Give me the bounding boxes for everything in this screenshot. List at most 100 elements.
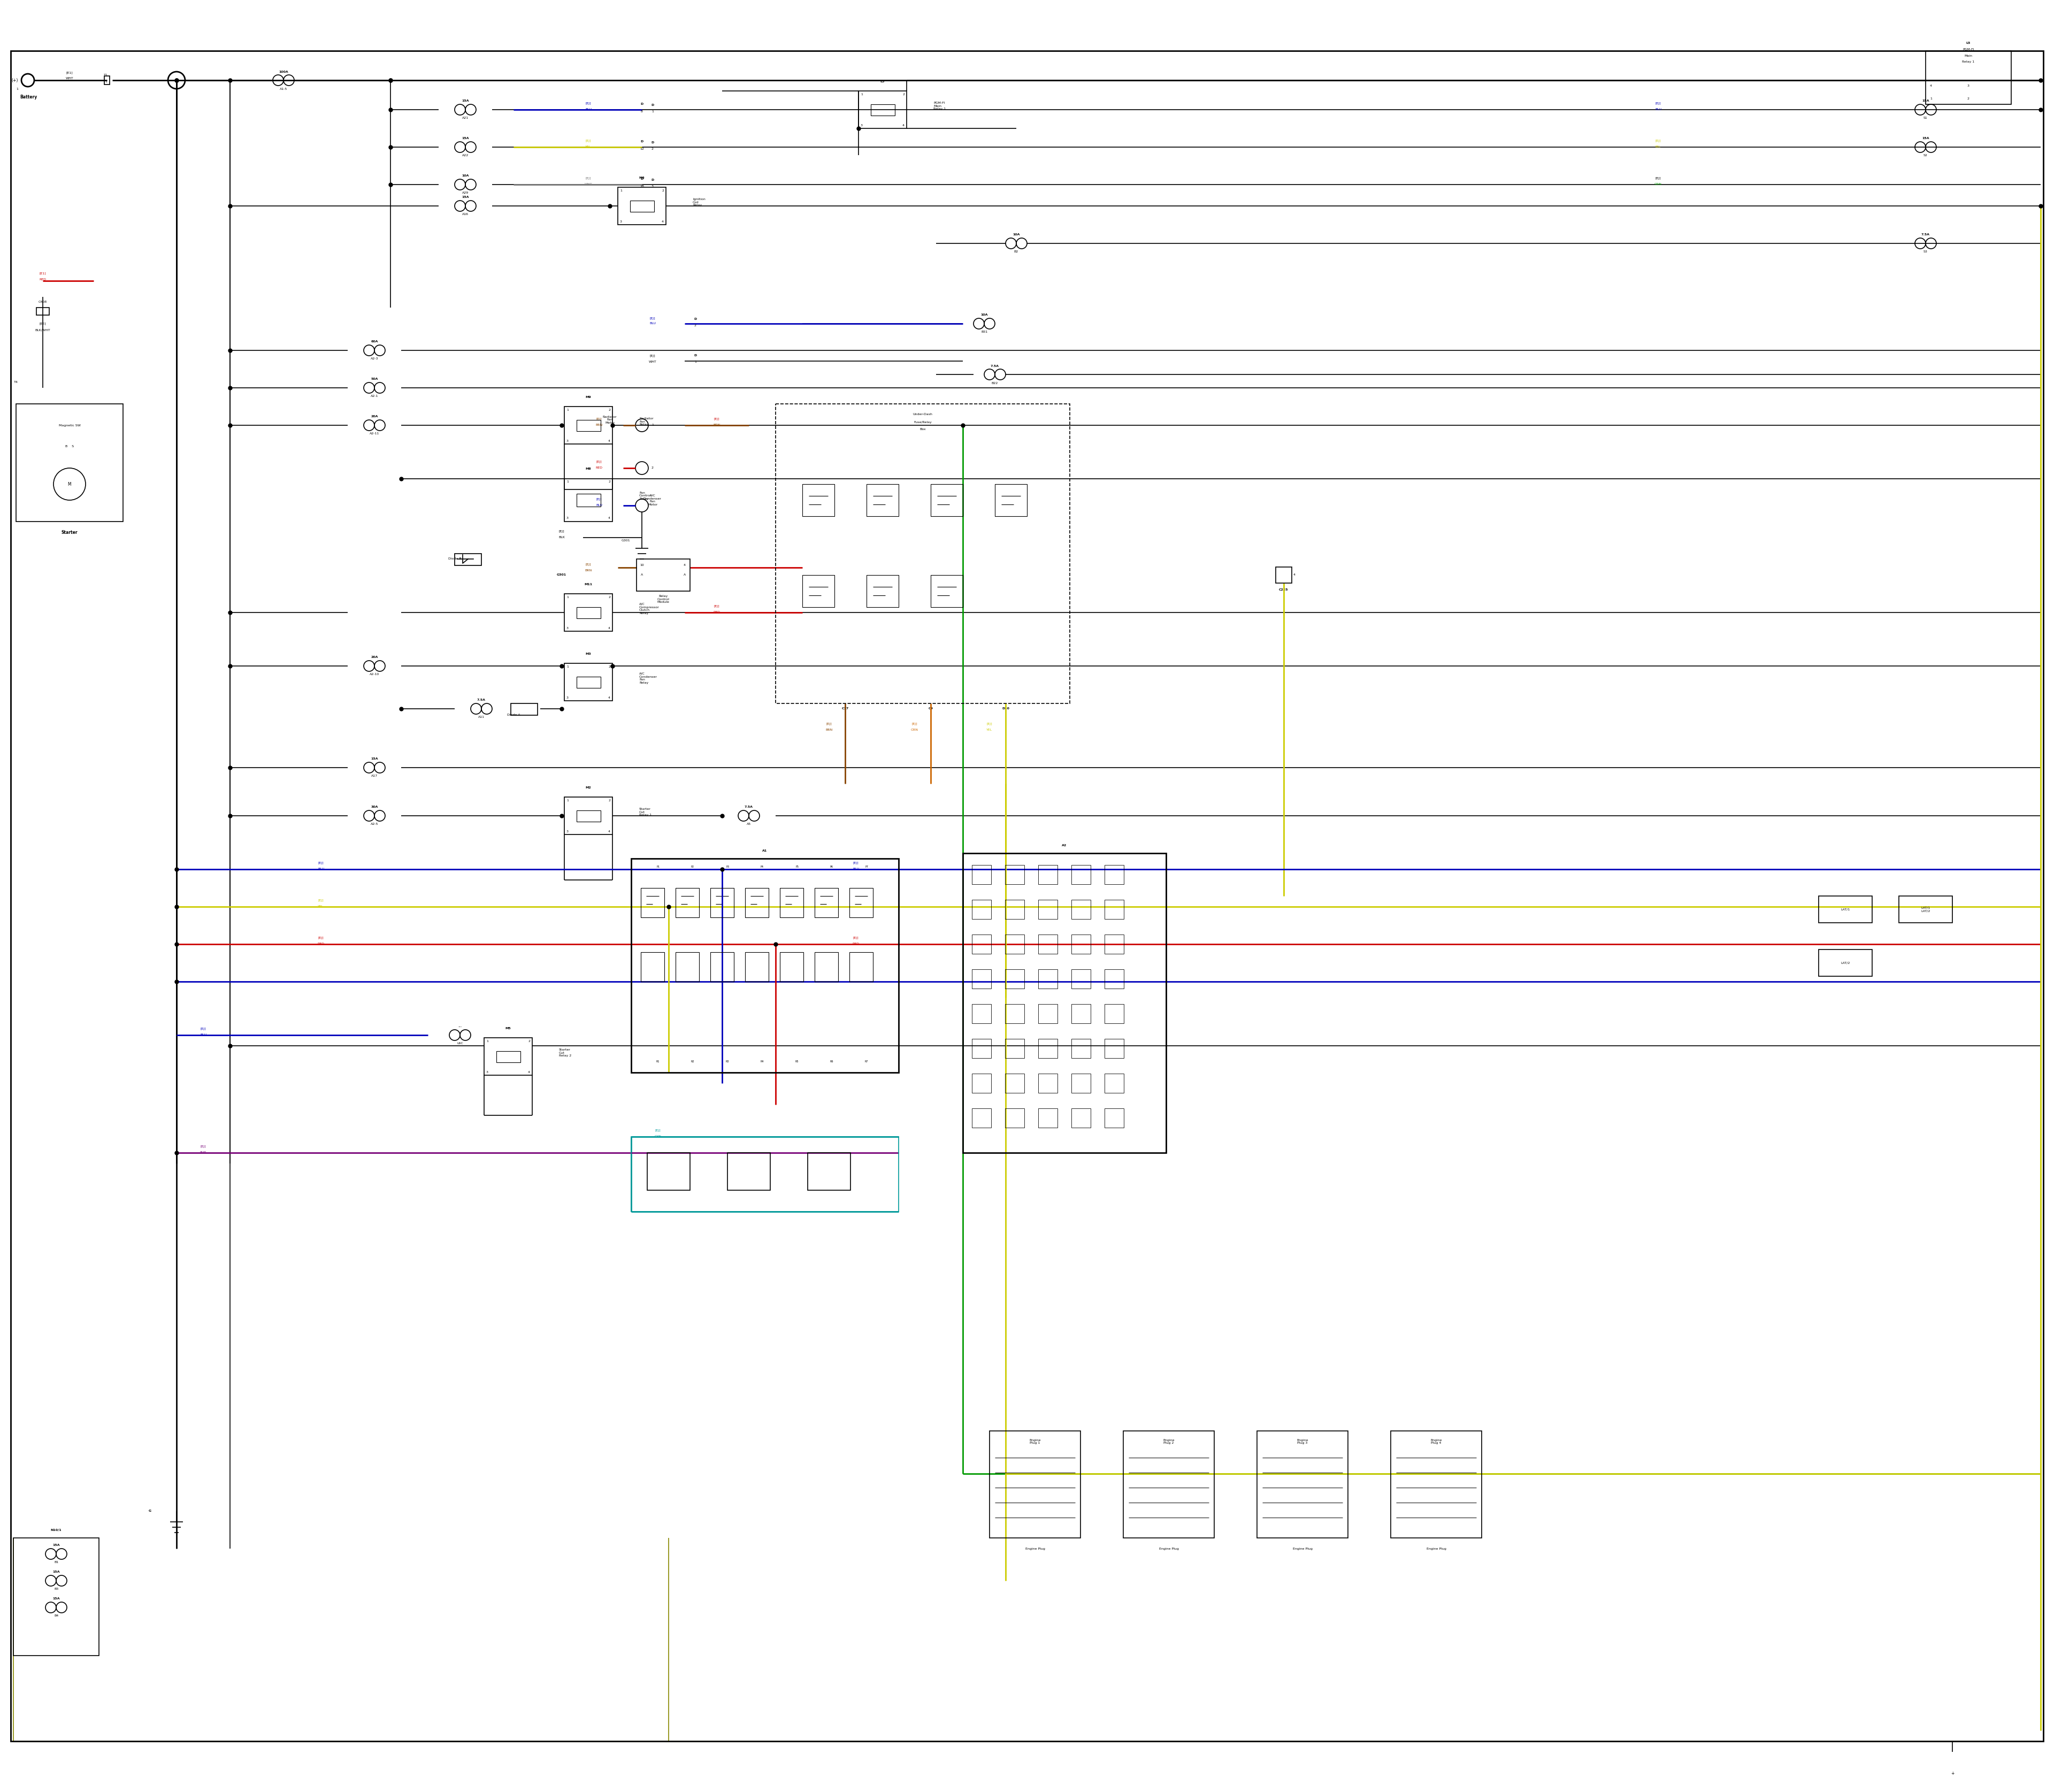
- Text: A29: A29: [462, 192, 468, 195]
- Text: 1: 1: [861, 93, 863, 95]
- Bar: [16, 403, 123, 521]
- Bar: [1037, 866, 1058, 883]
- Text: A/C
Condenser
Fan
Motor: A/C Condenser Fan Motor: [643, 495, 661, 505]
- Bar: [641, 889, 663, 918]
- Text: 12: 12: [639, 149, 645, 151]
- Text: A17: A17: [372, 774, 378, 778]
- Text: YEL: YEL: [318, 905, 325, 909]
- Text: B1: B1: [53, 1561, 58, 1564]
- Bar: [1105, 900, 1124, 919]
- Text: WHT: WHT: [649, 360, 657, 364]
- Text: P3: P3: [725, 866, 729, 867]
- Text: 4: 4: [902, 124, 904, 127]
- Text: 8: 8: [641, 111, 643, 113]
- Bar: [994, 484, 1027, 516]
- Text: Engine
Plug 2: Engine Plug 2: [1163, 1439, 1175, 1444]
- Text: 15A: 15A: [53, 1545, 60, 1546]
- Bar: [990, 1432, 1080, 1538]
- Text: 4: 4: [608, 627, 610, 629]
- Text: 2: 2: [528, 1039, 530, 1043]
- Text: R2: R2: [690, 1061, 694, 1063]
- Bar: [711, 889, 733, 918]
- Text: R4: R4: [760, 1061, 764, 1063]
- Text: Ignition
Coil
Relay: Ignition Coil Relay: [692, 197, 705, 206]
- Text: B22: B22: [992, 382, 998, 383]
- Bar: [631, 858, 900, 1073]
- Bar: [746, 889, 768, 918]
- Bar: [1276, 566, 1292, 582]
- Bar: [641, 952, 663, 982]
- Text: 4: 4: [528, 1070, 530, 1073]
- Text: 1: 1: [651, 111, 653, 113]
- Bar: [14, 1538, 99, 1656]
- Text: 4: 4: [608, 518, 610, 520]
- Bar: [485, 1038, 532, 1075]
- Text: Under-Dash: Under-Dash: [912, 414, 933, 416]
- Text: 1: 1: [651, 425, 653, 426]
- Text: [EJ]: [EJ]: [201, 1145, 205, 1147]
- Text: 10A: 10A: [980, 314, 988, 317]
- Bar: [1037, 1039, 1058, 1057]
- Text: 2: 2: [608, 665, 610, 668]
- Text: A: A: [641, 573, 643, 577]
- Bar: [1072, 1039, 1091, 1057]
- Text: 20A: 20A: [372, 656, 378, 659]
- Text: 4: 4: [1294, 573, 1296, 577]
- Text: [EJ]: [EJ]: [585, 102, 592, 104]
- Text: LAT/1
LAT/2: LAT/1 LAT/2: [1920, 907, 1931, 912]
- Bar: [1818, 950, 1871, 977]
- Text: R3: R3: [725, 1061, 729, 1063]
- Text: Engine
Plug 4: Engine Plug 4: [1430, 1439, 1442, 1444]
- Text: LAT/2: LAT/2: [1840, 962, 1851, 964]
- Text: D10: D10: [1002, 708, 1009, 710]
- Text: 15A: 15A: [462, 138, 468, 140]
- Bar: [1927, 50, 2011, 104]
- Bar: [1105, 1004, 1124, 1023]
- Text: RED: RED: [713, 611, 721, 615]
- Bar: [1004, 900, 1025, 919]
- Text: [EJ]: [EJ]: [585, 140, 592, 142]
- Text: 28: 28: [639, 185, 645, 188]
- Text: A1-5: A1-5: [279, 88, 288, 90]
- Text: 1: 1: [694, 360, 696, 364]
- Text: S3: S3: [1923, 251, 1929, 253]
- Text: Fan
Control
Relay: Fan Control Relay: [639, 491, 651, 500]
- Bar: [1105, 866, 1124, 883]
- Bar: [1072, 934, 1091, 953]
- Bar: [1105, 934, 1124, 953]
- Text: 2: 2: [608, 595, 610, 599]
- Text: Engine
Plug 1: Engine Plug 1: [1029, 1439, 1041, 1444]
- Text: 15A: 15A: [462, 100, 468, 102]
- Text: 10A: 10A: [1013, 233, 1021, 237]
- Text: Engine Plug: Engine Plug: [1425, 1546, 1446, 1550]
- Bar: [577, 419, 600, 430]
- Text: C17: C17: [842, 708, 848, 710]
- Text: 15A: 15A: [1923, 138, 1929, 140]
- Text: 2: 2: [651, 466, 653, 470]
- Text: 15A: 15A: [372, 758, 378, 760]
- Text: Fuse/Relay: Fuse/Relay: [914, 421, 933, 423]
- Text: [EJ]: [EJ]: [655, 1129, 661, 1131]
- Bar: [727, 1152, 770, 1190]
- Text: M11: M11: [583, 582, 592, 586]
- Bar: [618, 186, 665, 224]
- Text: Relay 1: Relay 1: [1962, 61, 1974, 63]
- Text: B    S: B S: [66, 446, 74, 448]
- Text: Radiator
Fan
Motor: Radiator Fan Motor: [602, 416, 616, 425]
- Text: S2: S2: [1923, 154, 1929, 158]
- Text: [EJ]: [EJ]: [852, 862, 859, 864]
- Text: [EJ]: [EJ]: [715, 418, 719, 419]
- Text: [EJ]: [EJ]: [596, 461, 602, 462]
- Text: PUR: PUR: [199, 1152, 207, 1154]
- Text: 3: 3: [487, 1070, 489, 1073]
- Text: Box: Box: [920, 428, 926, 430]
- Text: YEL: YEL: [986, 729, 992, 731]
- Text: BLK/WHT: BLK/WHT: [35, 328, 51, 332]
- Text: Magnetic SW: Magnetic SW: [60, 425, 80, 426]
- Text: Radiator
Fan
Relay: Radiator Fan Relay: [639, 418, 653, 426]
- Bar: [105, 75, 109, 84]
- Text: 1: 1: [567, 595, 569, 599]
- Text: D: D: [694, 317, 696, 321]
- Text: 3: 3: [567, 518, 569, 520]
- Text: A2-1: A2-1: [370, 394, 378, 398]
